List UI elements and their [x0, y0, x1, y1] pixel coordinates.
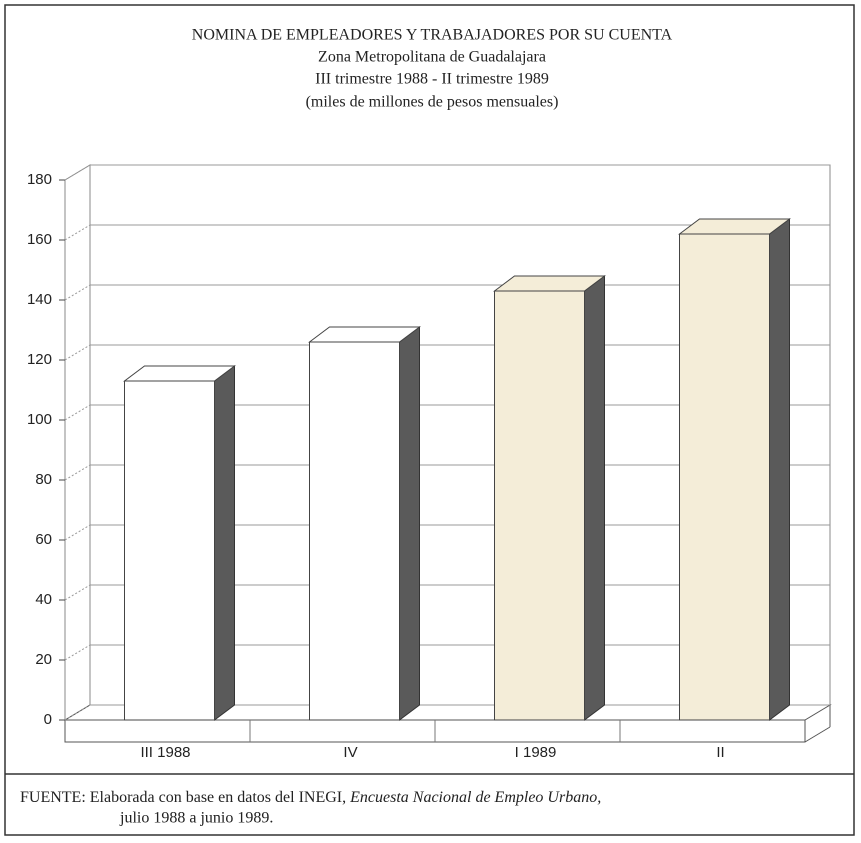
y-tick-label: 60: [35, 531, 52, 548]
y-tick-label: 120: [27, 351, 52, 368]
bar: [124, 380, 215, 721]
y-tick-label: 40: [35, 591, 52, 608]
chart-title: NOMINA DE EMPLEADORES Y TRABAJADORES POR…: [192, 27, 673, 44]
bar: [309, 341, 400, 721]
grid-line: [64, 224, 91, 241]
y-tick-label: 20: [35, 651, 52, 668]
bar-top: [123, 365, 236, 382]
grid-line: [64, 584, 91, 601]
bar-top: [308, 326, 421, 343]
axis: [804, 726, 831, 743]
source: FUENTE: Elaborada con base en datos del …: [20, 789, 601, 806]
x-tick-label: III 1988: [140, 744, 190, 761]
subtitle: (miles de millones de pesos mensuales): [306, 94, 559, 111]
grid-line: [64, 524, 91, 541]
grid-line: [64, 344, 91, 361]
bar-side: [769, 218, 790, 721]
grid-line: [64, 704, 91, 721]
source-title: Encuesta Nacional de Empleo Urbano,: [349, 789, 601, 806]
bar-top: [493, 275, 606, 292]
y-tick-label: 140: [27, 291, 52, 308]
side-wall: [64, 164, 91, 721]
grid-line: [64, 164, 91, 181]
x-tick-label: I 1989: [515, 744, 557, 761]
source: julio 1988 a junio 1989.: [119, 810, 273, 827]
bar-side: [214, 365, 235, 721]
bar-top: [678, 218, 791, 235]
grid-line: [64, 644, 91, 661]
x-tick-label: IV: [343, 744, 357, 761]
frame: [4, 4, 855, 836]
y-tick-label: 100: [27, 411, 52, 428]
bar: [494, 290, 585, 721]
bar-side: [399, 326, 420, 721]
x-tick-label: II: [716, 744, 724, 761]
subtitle: III trimestre 1988 - II trimestre 1989: [315, 71, 549, 88]
grid-line: [64, 464, 91, 481]
y-tick-label: 180: [27, 171, 52, 188]
bar-side: [584, 275, 605, 721]
bar: [679, 233, 770, 721]
y-tick-label: 80: [35, 471, 52, 488]
grid-line: [64, 284, 91, 301]
grid-line: [64, 404, 91, 421]
y-tick-label: 160: [27, 231, 52, 248]
y-tick-label: 0: [44, 711, 52, 728]
source-text: FUENTE: Elaborada con base en datos del …: [20, 789, 350, 806]
subtitle: Zona Metropolitana de Guadalajara: [318, 49, 546, 66]
